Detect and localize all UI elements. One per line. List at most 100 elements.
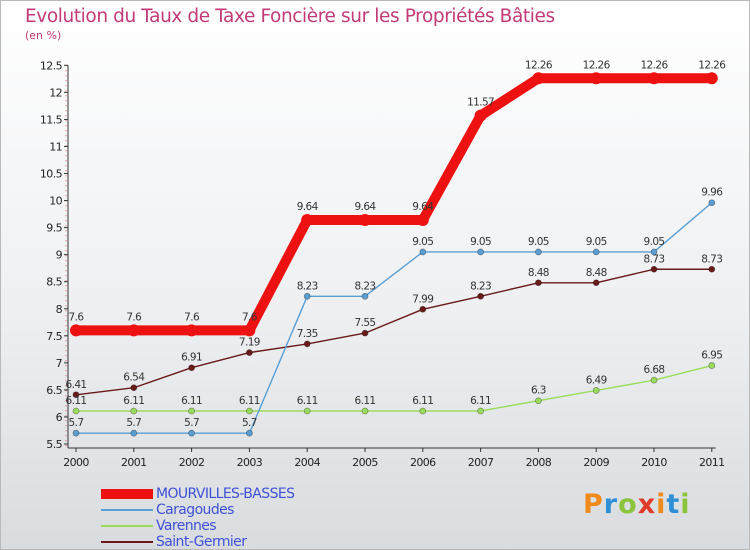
point-saint-germier-2007 xyxy=(477,292,485,300)
legend-label-mourvilles-basses: MOURVILLES-BASSES xyxy=(156,486,295,502)
point-mourvilles-basses-2003 xyxy=(243,324,256,337)
x-tick-label-2001: 2001 xyxy=(121,456,147,469)
label-caragoudes-2004: 8.23 xyxy=(297,280,318,292)
point-mourvilles-basses-2011 xyxy=(705,72,718,85)
point-mourvilles-basses-2000 xyxy=(70,324,82,337)
point-mourvilles-basses-2010 xyxy=(648,72,660,85)
label-varennes-2002: 6.11 xyxy=(181,395,202,407)
x-tick-label-2003: 2003 xyxy=(237,456,263,469)
brand-letter: P xyxy=(583,489,604,520)
point-caragoudes-2002 xyxy=(188,429,196,437)
x-tick-label-2002: 2002 xyxy=(179,456,205,469)
y-tick-label-13: 12 xyxy=(49,86,62,99)
chart-title: Evolution du Taux de Taxe Foncière sur l… xyxy=(25,6,555,27)
point-caragoudes-2011 xyxy=(708,199,716,207)
series-line-caragoudes xyxy=(75,202,713,434)
point-mourvilles-basses-2007 xyxy=(474,109,487,122)
series-line-saint-germier xyxy=(75,268,713,396)
label-saint-germier-2003: 7.19 xyxy=(239,337,260,349)
label-saint-germier-2010: 8.73 xyxy=(644,253,665,265)
label-caragoudes-2003: 5.7 xyxy=(242,417,257,429)
label-caragoudes-2005: 8.23 xyxy=(355,280,376,292)
brand-letter: o xyxy=(618,489,638,520)
label-mourvilles-basses-2001: 7.6 xyxy=(126,311,142,323)
legend-swatch-mourvilles-basses xyxy=(101,489,153,499)
point-mourvilles-basses-2009 xyxy=(590,72,603,85)
label-caragoudes-2001: 5.7 xyxy=(126,417,141,429)
label-saint-germier-2007: 8.23 xyxy=(470,280,491,292)
legend-swatch-caragoudes xyxy=(101,509,153,511)
label-mourvilles-basses-2004: 9.64 xyxy=(297,201,319,213)
label-varennes-2003: 6.11 xyxy=(239,395,260,407)
y-tick-label-11: 11 xyxy=(49,140,62,153)
legend-label-caragoudes: Caragoudes xyxy=(156,502,234,518)
point-caragoudes-2010 xyxy=(650,248,658,256)
y-tick-label-1: 6 xyxy=(56,411,63,424)
chart-subtitle: (en %) xyxy=(25,29,62,42)
y-tick-label-8: 9.5 xyxy=(46,222,62,235)
point-saint-germier-2011 xyxy=(708,265,716,273)
point-caragoudes-2007 xyxy=(477,248,485,256)
point-caragoudes-2003 xyxy=(245,429,253,437)
label-saint-germier-2005: 7.55 xyxy=(355,317,376,329)
label-varennes-2005: 6.11 xyxy=(355,395,376,407)
label-mourvilles-basses-2009: 12.26 xyxy=(583,59,611,71)
label-saint-germier-2001: 6.54 xyxy=(123,372,145,384)
label-varennes-2000: 6.11 xyxy=(66,395,87,407)
point-varennes-2004 xyxy=(303,407,311,415)
x-tick-label-2009: 2009 xyxy=(583,456,609,469)
label-caragoudes-2009: 9.05 xyxy=(586,236,607,248)
y-tick-label-3: 7 xyxy=(56,357,63,370)
brand-letter: r xyxy=(603,489,619,520)
x-tick-label-2006: 2006 xyxy=(410,456,436,469)
y-tick-label-14: 12.5 xyxy=(40,59,63,72)
point-varennes-2002 xyxy=(188,407,196,415)
x-tick-label-2008: 2008 xyxy=(526,456,552,469)
label-mourvilles-basses-2006: 9.64 xyxy=(412,201,434,213)
label-saint-germier-2006: 7.99 xyxy=(412,293,433,305)
label-mourvilles-basses-2010: 12.26 xyxy=(640,59,668,71)
legend-label-saint-germier: Saint-Germier xyxy=(156,534,247,550)
label-caragoudes-2006: 9.05 xyxy=(412,236,433,248)
point-caragoudes-2005 xyxy=(361,292,369,300)
point-caragoudes-2004 xyxy=(303,292,311,300)
point-caragoudes-2009 xyxy=(592,248,600,256)
point-caragoudes-2001 xyxy=(130,429,138,437)
point-saint-germier-2009 xyxy=(592,279,600,287)
point-saint-germier-2005 xyxy=(361,329,369,337)
label-caragoudes-2007: 9.05 xyxy=(470,236,491,248)
point-mourvilles-basses-2008 xyxy=(532,72,545,85)
series-line-varennes xyxy=(75,364,713,412)
label-mourvilles-basses-2002: 7.6 xyxy=(184,311,200,323)
point-varennes-2008 xyxy=(535,397,542,405)
label-varennes-2007: 6.11 xyxy=(470,395,491,407)
label-varennes-2006: 6.11 xyxy=(412,395,433,407)
point-saint-germier-2003 xyxy=(245,349,253,356)
label-varennes-2009: 6.49 xyxy=(586,374,607,386)
label-varennes-2001: 6.11 xyxy=(123,395,144,407)
point-varennes-2005 xyxy=(361,407,369,415)
brand-letter: i xyxy=(680,489,691,520)
point-varennes-2006 xyxy=(419,407,427,415)
proxiti-logo: Proxiti xyxy=(583,489,691,520)
x-tick-label-2004: 2004 xyxy=(294,456,320,469)
label-saint-germier-2011: 8.73 xyxy=(701,253,722,265)
point-varennes-2001 xyxy=(130,407,138,415)
point-mourvilles-basses-2004 xyxy=(301,214,314,227)
label-caragoudes-2008: 9.05 xyxy=(528,236,549,248)
label-varennes-2004: 6.11 xyxy=(297,395,318,407)
label-saint-germier-2002: 6.91 xyxy=(181,352,202,364)
series-line-mourvilles-basses xyxy=(71,73,717,336)
x-tick-label-2007: 2007 xyxy=(468,456,494,469)
x-tick-label-2005: 2005 xyxy=(352,456,378,469)
point-saint-germier-2008 xyxy=(535,279,542,287)
point-varennes-2010 xyxy=(650,376,658,384)
point-saint-germier-2004 xyxy=(303,340,311,348)
label-caragoudes-2002: 5.7 xyxy=(184,417,199,429)
point-saint-germier-2002 xyxy=(188,364,196,372)
label-varennes-2010: 6.68 xyxy=(644,364,665,376)
point-saint-germier-2010 xyxy=(650,265,658,273)
legend-label-varennes: Varennes xyxy=(156,518,217,534)
point-saint-germier-2006 xyxy=(419,305,427,313)
